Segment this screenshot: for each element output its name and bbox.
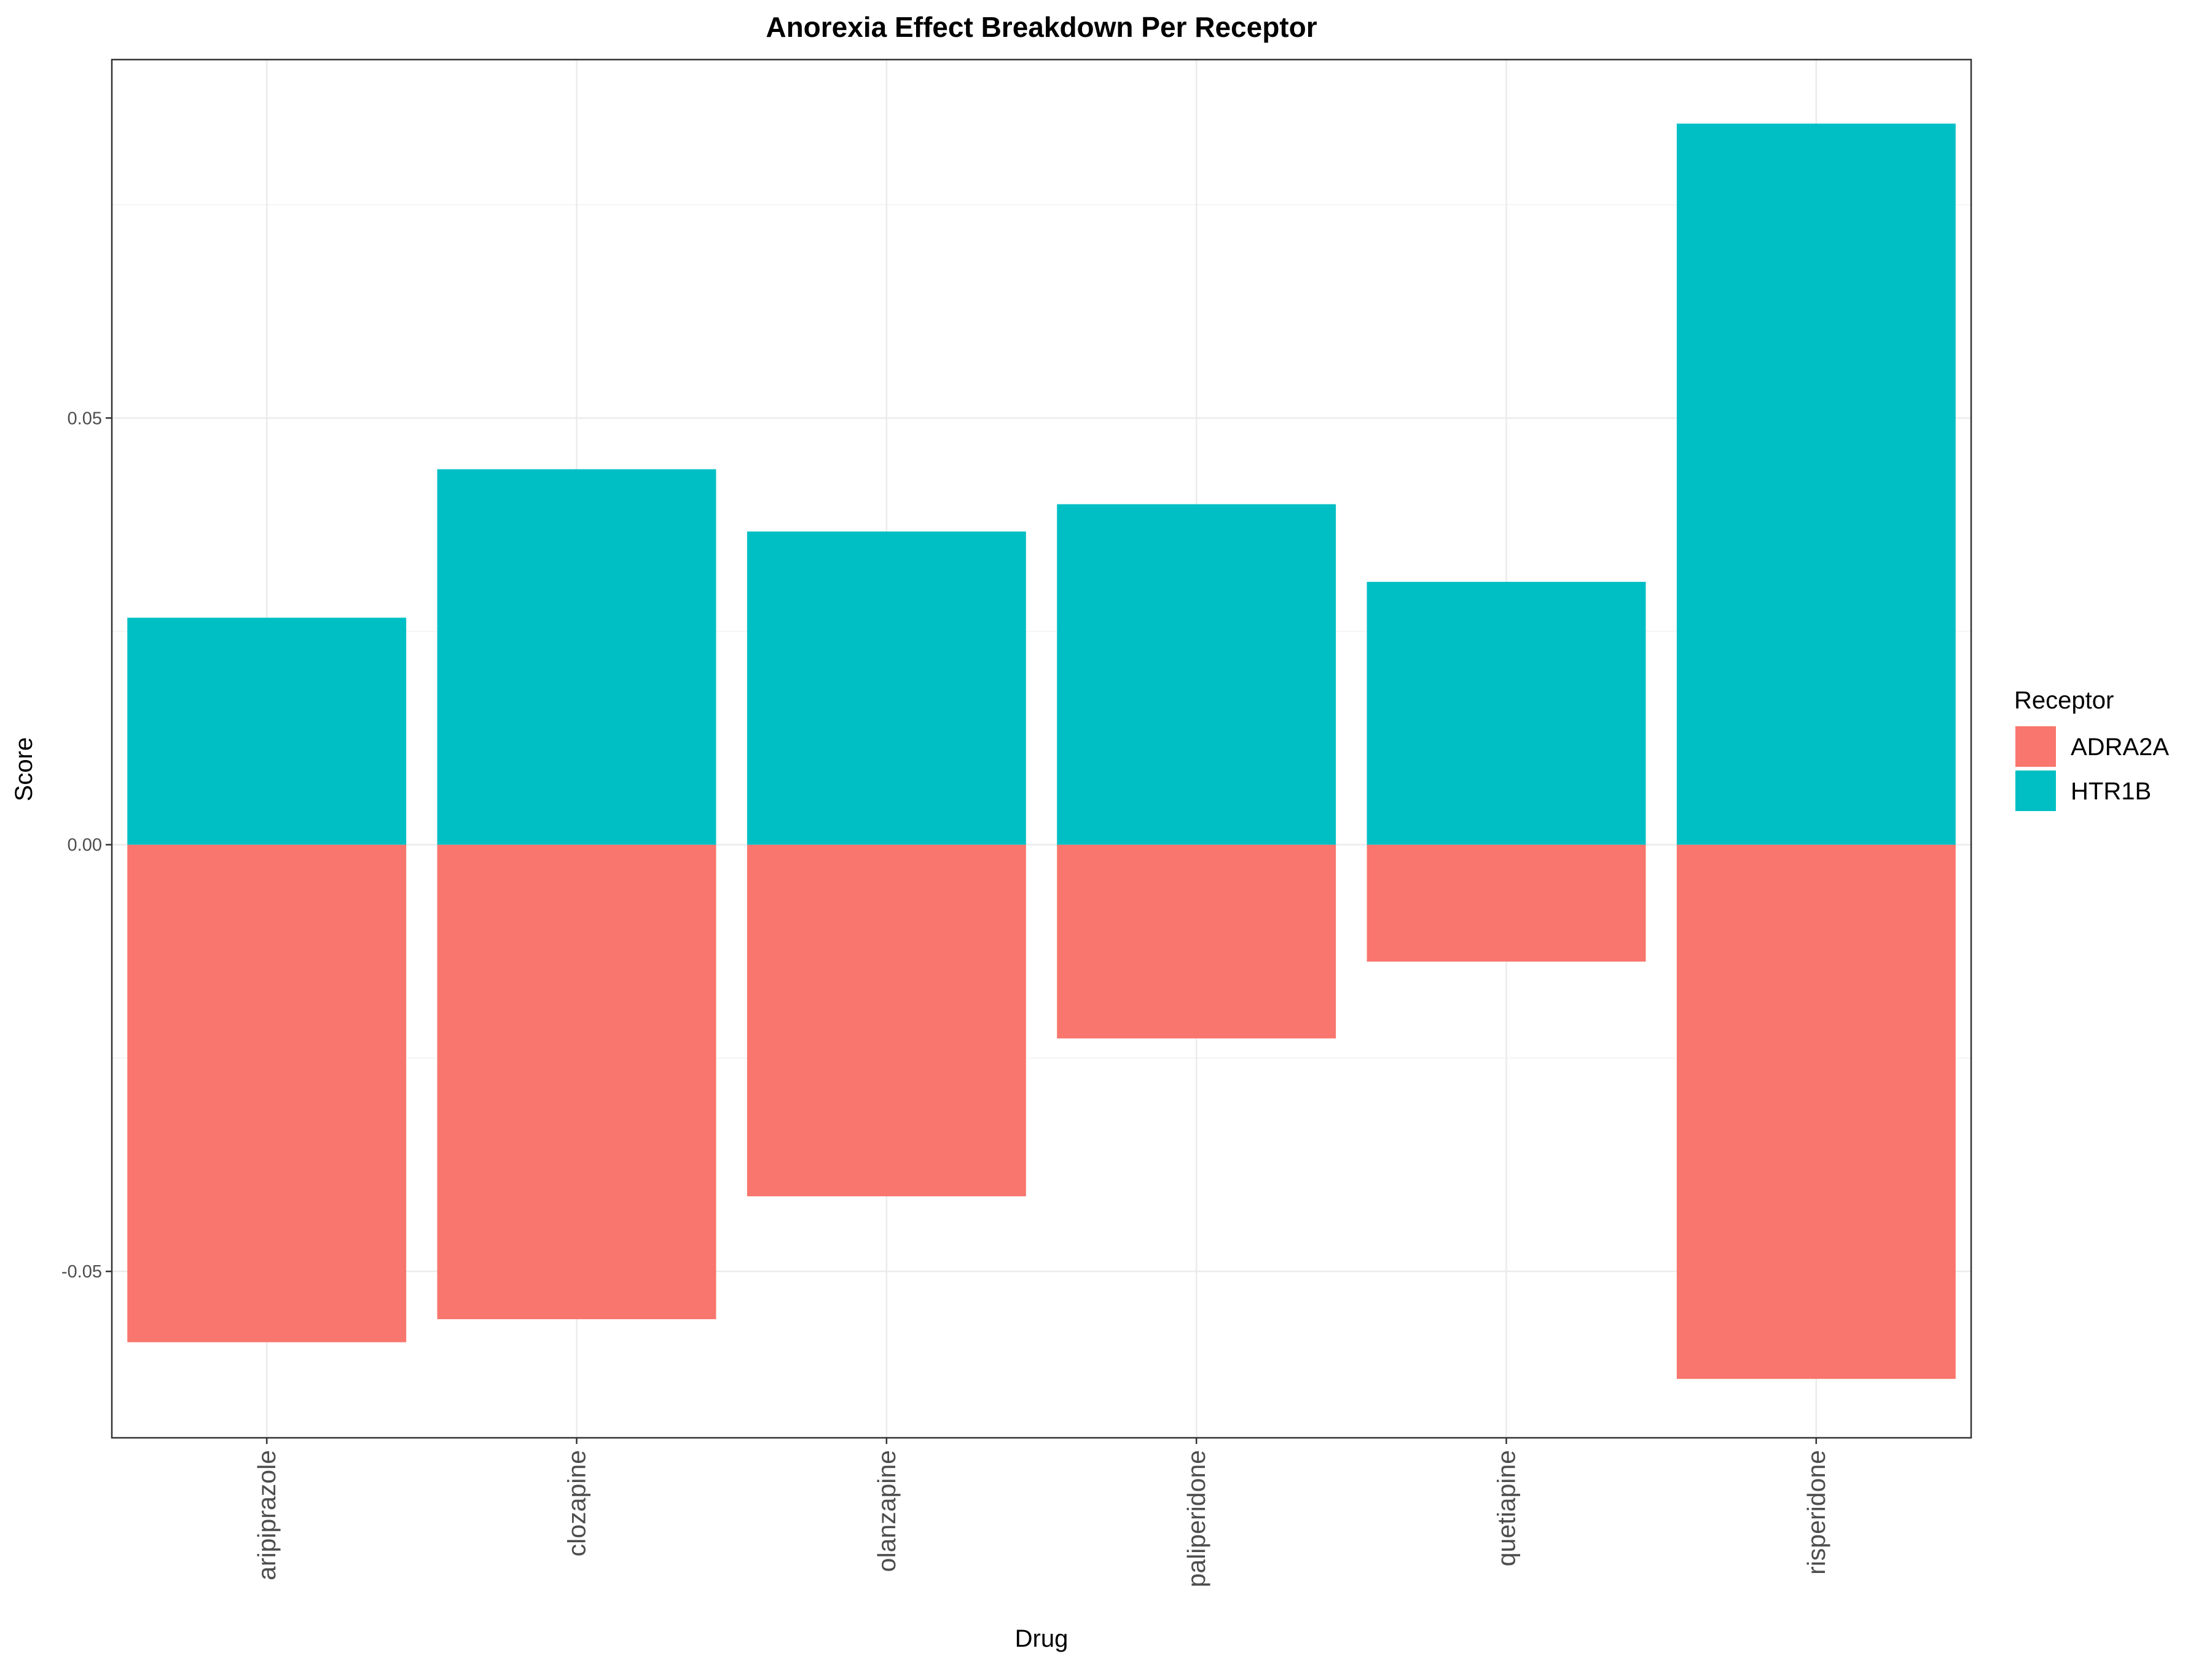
legend-key-htr1b xyxy=(2015,771,2056,811)
x-tick-label-risperidone: risperidone xyxy=(1802,1450,1830,1575)
bar-adra2a-clozapine xyxy=(437,844,716,1319)
chart-title: Anorexia Effect Breakdown Per Receptor xyxy=(766,11,1317,43)
x-tick-label-clozapine: clozapine xyxy=(563,1450,591,1556)
bar-htr1b-aripiprazole xyxy=(127,618,407,845)
legend-label-adra2a: ADRA2A xyxy=(2071,734,2169,761)
bar-adra2a-aripiprazole xyxy=(127,844,407,1343)
legend: Receptor ADRA2A HTR1B xyxy=(2014,687,2169,811)
bar-htr1b-clozapine xyxy=(437,469,716,845)
bar-htr1b-olanzapine xyxy=(747,531,1026,845)
legend-title: Receptor xyxy=(2014,687,2114,714)
x-axis-title: Drug xyxy=(1015,1625,1069,1652)
panel-border xyxy=(111,58,1972,1439)
x-axis: aripiprazole clozapine olanzapine paliperid… xyxy=(253,1438,1830,1587)
bar-htr1b-paliperidone xyxy=(1057,504,1336,845)
x-tick-label-olanzapine: olanzapine xyxy=(873,1450,901,1572)
y-axis-title: Score xyxy=(10,737,37,802)
y-tick-label: -0.05 xyxy=(61,1262,102,1282)
bar-htr1b-quetiapine xyxy=(1367,581,1646,845)
y-tick-label: 0.05 xyxy=(68,409,102,428)
bar-adra2a-quetiapine xyxy=(1367,844,1646,962)
y-tick-label: 0.00 xyxy=(68,836,102,855)
bars xyxy=(127,124,1956,1379)
bar-adra2a-risperidone xyxy=(1676,844,1956,1379)
y-axis: -0.05 0.00 0.05 xyxy=(61,409,112,1282)
bar-adra2a-paliperidone xyxy=(1057,844,1336,1039)
legend-key-adra2a xyxy=(2015,726,2056,767)
bar-htr1b-risperidone xyxy=(1676,124,1956,845)
bar-adra2a-olanzapine xyxy=(747,844,1026,1196)
x-tick-label-quetiapine: quetiapine xyxy=(1492,1450,1521,1566)
legend-label-htr1b: HTR1B xyxy=(2071,778,2151,805)
x-tick-label-aripiprazole: aripiprazole xyxy=(253,1450,281,1580)
x-tick-label-paliperidone: paliperidone xyxy=(1182,1450,1210,1587)
